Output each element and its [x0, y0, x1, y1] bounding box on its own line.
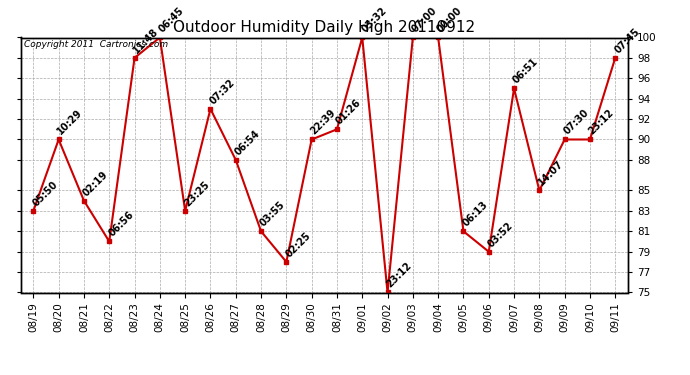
Text: 02:19: 02:19 [81, 169, 110, 198]
Text: 05:50: 05:50 [30, 179, 59, 208]
Title: Outdoor Humidity Daily High 20110912: Outdoor Humidity Daily High 20110912 [173, 20, 475, 35]
Text: 06:51: 06:51 [511, 57, 540, 86]
Text: 03:32: 03:32 [359, 6, 388, 35]
Text: 22:39: 22:39 [308, 108, 337, 137]
Text: Copyright 2011  Cartronics.com: Copyright 2011 Cartronics.com [23, 40, 168, 49]
Text: 00:00: 00:00 [435, 6, 464, 35]
Text: 01:26: 01:26 [334, 98, 363, 126]
Text: 06:56: 06:56 [106, 210, 135, 239]
Text: 23:12: 23:12 [587, 108, 616, 137]
Text: 03:52: 03:52 [486, 220, 515, 249]
Text: 06:54: 06:54 [233, 128, 262, 157]
Text: 07:32: 07:32 [208, 77, 237, 106]
Text: 14:07: 14:07 [536, 159, 565, 188]
Text: 07:30: 07:30 [562, 108, 591, 137]
Text: 11:48: 11:48 [132, 26, 161, 55]
Text: 07:45: 07:45 [612, 26, 641, 55]
Text: 23:25: 23:25 [182, 179, 211, 208]
Text: 02:25: 02:25 [284, 230, 313, 259]
Text: 07:00: 07:00 [410, 6, 439, 35]
Text: 03:55: 03:55 [258, 200, 287, 228]
Text: 23:12: 23:12 [384, 261, 413, 290]
Text: 06:45: 06:45 [157, 6, 186, 35]
Text: 06:13: 06:13 [460, 200, 489, 228]
Text: 10:29: 10:29 [56, 108, 85, 137]
